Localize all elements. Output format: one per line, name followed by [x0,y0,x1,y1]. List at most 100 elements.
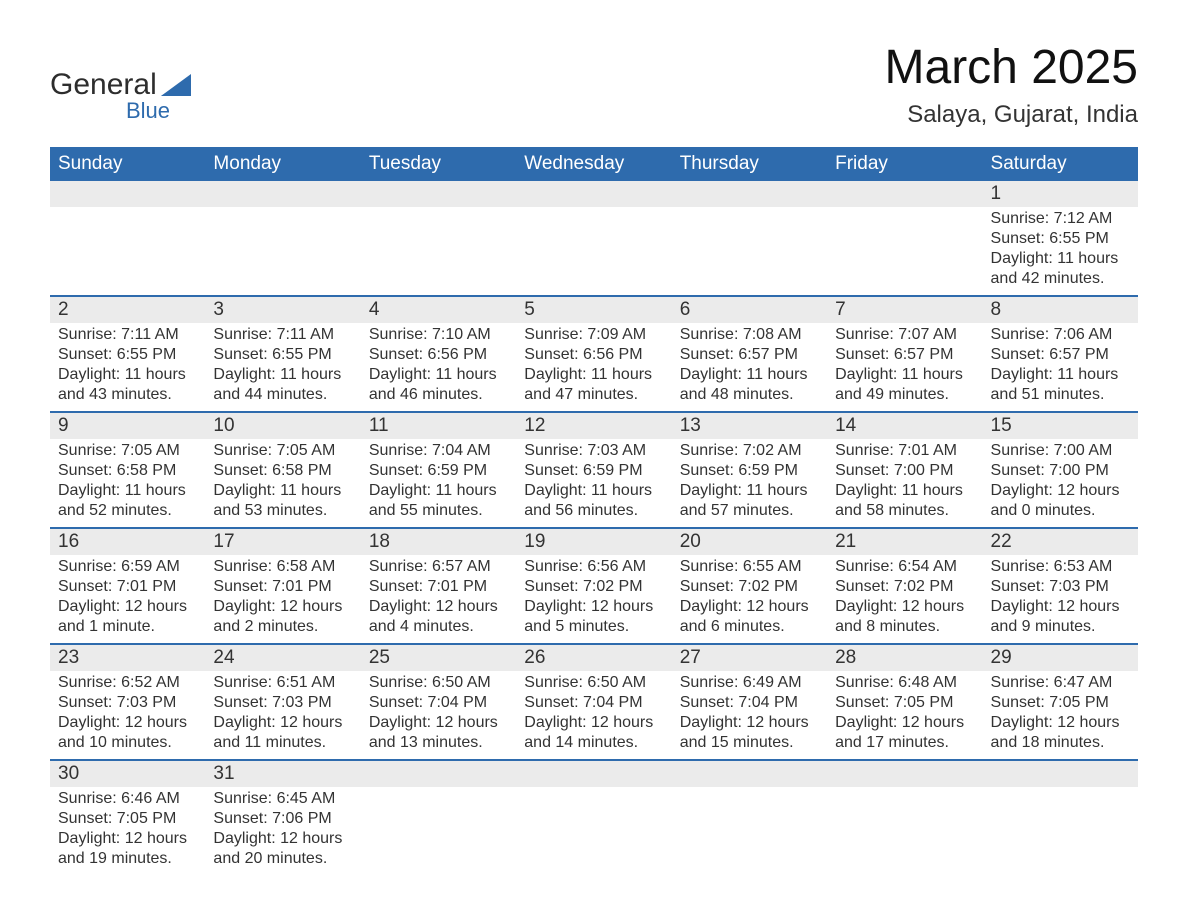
day-sunset: Sunset: 7:01 PM [58,577,197,597]
day-daylight2: and 10 minutes. [58,733,197,753]
day-sunset: Sunset: 7:05 PM [991,693,1130,713]
day-sunset: Sunset: 7:03 PM [58,693,197,713]
day-sunrise: Sunrise: 6:50 AM [369,673,508,693]
day-number [361,181,516,207]
day-number: 29 [983,644,1138,671]
day-sunset: Sunset: 6:55 PM [58,345,197,365]
day-sunrise: Sunrise: 7:05 AM [213,441,352,461]
day-sunset: Sunset: 7:02 PM [524,577,663,597]
day-details [205,207,360,296]
day-sunrise: Sunrise: 7:12 AM [991,209,1130,229]
day-sunrise: Sunrise: 6:58 AM [213,557,352,577]
day-daylight2: and 57 minutes. [680,501,819,521]
day-daylight2: and 51 minutes. [991,385,1130,405]
day-number: 28 [827,644,982,671]
day-daylight2: and 48 minutes. [680,385,819,405]
calendar-body: 1Sunrise: 7:12 AMSunset: 6:55 PMDaylight… [50,181,1138,875]
detail-row: Sunrise: 7:05 AMSunset: 6:58 PMDaylight:… [50,439,1138,528]
day-daylight2: and 5 minutes. [524,617,663,637]
day-sunset: Sunset: 7:02 PM [680,577,819,597]
day-sunset: Sunset: 7:00 PM [991,461,1130,481]
day-daylight1: Daylight: 11 hours [213,481,352,501]
day-daylight1: Daylight: 12 hours [991,597,1130,617]
day-sunset: Sunset: 7:00 PM [835,461,974,481]
day-number: 4 [361,296,516,323]
day-sunrise: Sunrise: 7:10 AM [369,325,508,345]
weekday-header: Friday [827,147,982,181]
day-sunrise: Sunrise: 6:53 AM [991,557,1130,577]
detail-row: Sunrise: 7:12 AMSunset: 6:55 PMDaylight:… [50,207,1138,296]
day-details: Sunrise: 6:53 AMSunset: 7:03 PMDaylight:… [983,555,1138,644]
daynum-row: 3031 [50,760,1138,787]
day-sunrise: Sunrise: 7:11 AM [58,325,197,345]
day-number: 19 [516,528,671,555]
day-daylight2: and 20 minutes. [213,849,352,869]
day-number [205,181,360,207]
day-details [50,207,205,296]
day-sunset: Sunset: 6:57 PM [835,345,974,365]
day-details: Sunrise: 6:58 AMSunset: 7:01 PMDaylight:… [205,555,360,644]
day-daylight2: and 49 minutes. [835,385,974,405]
detail-row: Sunrise: 6:52 AMSunset: 7:03 PMDaylight:… [50,671,1138,760]
day-daylight1: Daylight: 12 hours [835,597,974,617]
day-sunrise: Sunrise: 6:51 AM [213,673,352,693]
day-sunrise: Sunrise: 7:06 AM [991,325,1130,345]
day-daylight1: Daylight: 11 hours [680,365,819,385]
day-details: Sunrise: 6:59 AMSunset: 7:01 PMDaylight:… [50,555,205,644]
day-sunrise: Sunrise: 6:50 AM [524,673,663,693]
day-number: 25 [361,644,516,671]
day-daylight1: Daylight: 12 hours [835,713,974,733]
day-number [827,181,982,207]
day-number [672,760,827,787]
day-sunrise: Sunrise: 7:08 AM [680,325,819,345]
day-number: 7 [827,296,982,323]
header: General Blue March 2025 Salaya, Gujarat,… [50,40,1138,129]
day-number: 15 [983,412,1138,439]
day-daylight1: Daylight: 11 hours [991,249,1130,269]
day-daylight1: Daylight: 11 hours [58,365,197,385]
day-details: Sunrise: 7:04 AMSunset: 6:59 PMDaylight:… [361,439,516,528]
day-daylight2: and 42 minutes. [991,269,1130,289]
day-daylight1: Daylight: 12 hours [213,829,352,849]
weekday-header: Saturday [983,147,1138,181]
day-daylight1: Daylight: 12 hours [58,597,197,617]
day-daylight1: Daylight: 12 hours [58,829,197,849]
day-details: Sunrise: 7:10 AMSunset: 6:56 PMDaylight:… [361,323,516,412]
day-details: Sunrise: 7:02 AMSunset: 6:59 PMDaylight:… [672,439,827,528]
day-number [50,181,205,207]
daynum-row: 16171819202122 [50,528,1138,555]
weekday-header: Thursday [672,147,827,181]
day-sunset: Sunset: 6:56 PM [369,345,508,365]
daynum-row: 2345678 [50,296,1138,323]
day-sunset: Sunset: 7:03 PM [213,693,352,713]
day-number [672,181,827,207]
day-daylight2: and 52 minutes. [58,501,197,521]
day-daylight1: Daylight: 11 hours [213,365,352,385]
day-daylight2: and 6 minutes. [680,617,819,637]
day-daylight1: Daylight: 12 hours [369,713,508,733]
day-sunrise: Sunrise: 7:04 AM [369,441,508,461]
day-sunset: Sunset: 7:06 PM [213,809,352,829]
day-daylight2: and 11 minutes. [213,733,352,753]
day-sunrise: Sunrise: 6:57 AM [369,557,508,577]
day-number: 6 [672,296,827,323]
weekday-header: Tuesday [361,147,516,181]
day-details [983,787,1138,875]
location: Salaya, Gujarat, India [885,101,1138,129]
day-daylight1: Daylight: 11 hours [524,481,663,501]
day-daylight2: and 15 minutes. [680,733,819,753]
day-details: Sunrise: 6:47 AMSunset: 7:05 PMDaylight:… [983,671,1138,760]
day-number: 30 [50,760,205,787]
day-daylight2: and 14 minutes. [524,733,663,753]
day-number: 12 [516,412,671,439]
day-number: 22 [983,528,1138,555]
day-sunset: Sunset: 7:04 PM [680,693,819,713]
day-sunrise: Sunrise: 7:09 AM [524,325,663,345]
day-daylight1: Daylight: 11 hours [835,481,974,501]
day-sunset: Sunset: 7:02 PM [835,577,974,597]
day-daylight2: and 58 minutes. [835,501,974,521]
day-sunrise: Sunrise: 7:07 AM [835,325,974,345]
day-number: 2 [50,296,205,323]
day-daylight2: and 17 minutes. [835,733,974,753]
day-daylight2: and 8 minutes. [835,617,974,637]
